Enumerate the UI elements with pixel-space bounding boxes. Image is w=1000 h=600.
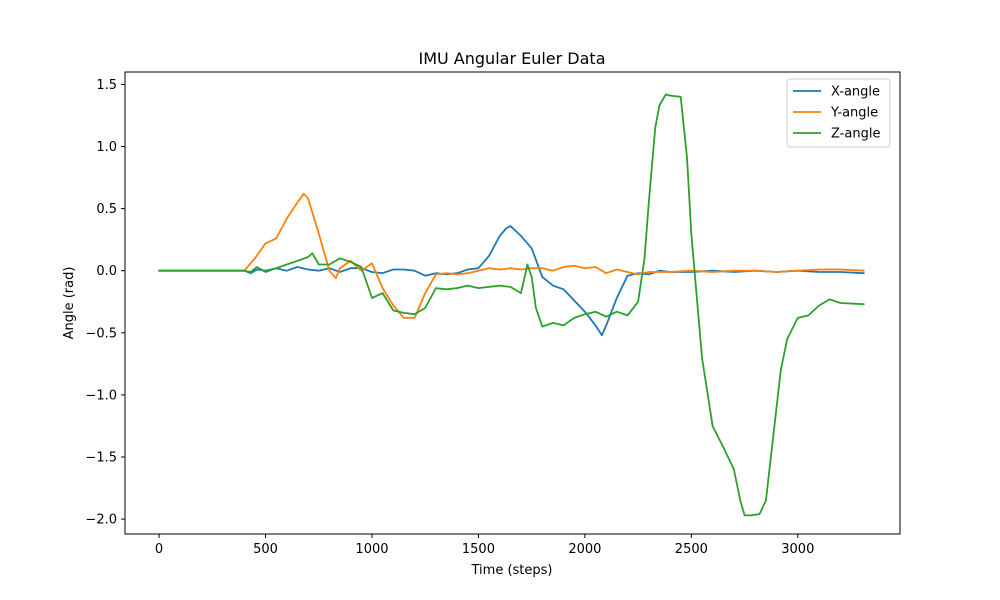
x-axis-label: Time (steps) [471, 563, 553, 578]
plot-area [124, 71, 901, 535]
x-tick-label: 2500 [675, 542, 708, 557]
y-tick-label: 1.5 [96, 78, 117, 93]
legend-label-x-angle: X-angle [831, 85, 880, 100]
y-tick-label: −1.5 [85, 451, 117, 466]
legend-label-z-angle: Z-angle [831, 127, 880, 142]
chart-title: IMU Angular Euler Data [418, 49, 605, 68]
y-tick-label: −0.5 [85, 326, 117, 341]
y-tick-label: 0.5 [96, 202, 117, 217]
x-tick-label: 0 [155, 542, 163, 557]
legend-label-y-angle: Y-angle [830, 106, 878, 121]
x-axis: 0 500 1000 1500 2000 2500 3000 [155, 534, 814, 557]
x-tick-label: 1000 [355, 542, 388, 557]
y-tick-label: 1.0 [96, 140, 117, 155]
x-tick-label: 2000 [568, 542, 601, 557]
series-line-z-angle [158, 93, 865, 517]
x-tick-label: 1500 [462, 542, 495, 557]
x-tick-label: 3000 [781, 542, 814, 557]
y-tick-label: 0.0 [96, 264, 117, 279]
y-axis: −2.0 −1.5 −1.0 −0.5 0.0 0.5 1.0 1.5 [85, 78, 125, 528]
y-axis-label: Angle (rad) [62, 267, 77, 340]
x-tick-label: 500 [253, 542, 278, 557]
y-tick-label: −2.0 [85, 513, 117, 528]
legend-box [786, 78, 891, 148]
legend: X-angle Y-angle Z-angle [786, 78, 891, 148]
y-tick-label: −1.0 [85, 388, 117, 403]
plot-lines [158, 93, 865, 517]
series-line-y-angle [158, 192, 865, 319]
